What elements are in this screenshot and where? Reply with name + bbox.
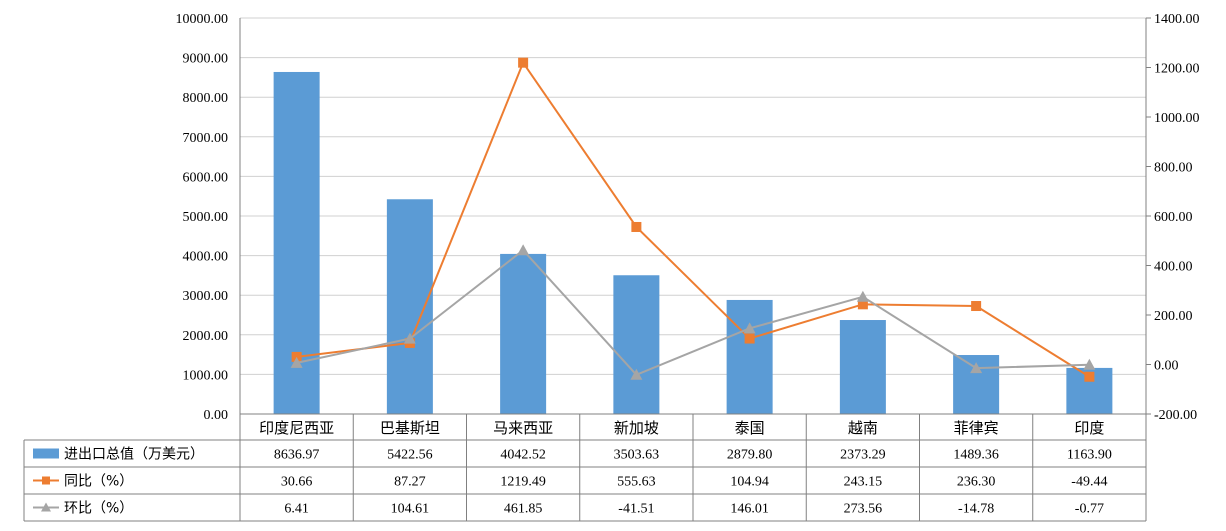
left-tick-label: 4000.00: [183, 250, 229, 265]
right-tick-label: 0.00: [1154, 359, 1179, 374]
gridlines: [240, 17, 1146, 375]
table-cell-value: 1219.49: [500, 475, 546, 490]
bar: [386, 199, 433, 414]
category-label: 菲律宾: [954, 420, 999, 437]
legend-label: 同比（%）: [64, 474, 133, 490]
table-cell-value: -0.77: [1075, 502, 1104, 517]
triangle-point: [743, 322, 756, 334]
bar: [726, 299, 773, 414]
table-cell-value: 87.27: [394, 475, 426, 490]
table-cell-value: 1489.36: [953, 448, 999, 463]
left-tick-label: 1000.00: [183, 368, 229, 383]
square-point: [518, 57, 529, 68]
table-cell-value: 3503.63: [614, 448, 660, 463]
square-point: [631, 221, 642, 232]
legend-label: 环比（%）: [64, 501, 133, 517]
triangle-point: [630, 368, 643, 380]
right-tick-label: -200.00: [1154, 408, 1197, 423]
table-cell-value: 243.15: [844, 475, 883, 490]
left-tick-label: 10000.00: [176, 12, 229, 27]
table-cell-value: 104.94: [730, 475, 769, 490]
right-tick-label: 800.00: [1154, 161, 1193, 176]
left-tick-label: 2000.00: [183, 329, 229, 344]
left-tick-label: 8000.00: [183, 91, 229, 106]
table-cell-value: 104.61: [391, 502, 430, 517]
right-tick-label: 200.00: [1154, 309, 1193, 324]
bar: [613, 275, 660, 414]
table-cell-value: -49.44: [1071, 475, 1107, 490]
table-cell-value: 2373.29: [840, 448, 886, 463]
right-axis-ticks: -200.00 0.00 200.00 400.00 600.00 800.00 1000.…: [1154, 12, 1200, 423]
category-label: 印度尼西亚: [259, 420, 334, 437]
triangle-point: [856, 290, 869, 302]
table-cell-value: 4042.52: [500, 448, 546, 463]
square-point: [1084, 371, 1095, 382]
left-tick-label: 9000.00: [183, 52, 229, 67]
table-cell-value: 461.85: [504, 502, 543, 517]
right-tick-label: 1000.00: [1154, 111, 1200, 126]
table-cell-value: 555.63: [617, 475, 656, 490]
square-point: [857, 299, 868, 310]
triangle-point: [1083, 358, 1096, 370]
category-label: 泰国: [735, 420, 765, 437]
right-tick-label: 600.00: [1154, 210, 1193, 225]
table-cell-value: 1163.90: [1067, 448, 1112, 463]
legend-key-triangle: [41, 502, 51, 512]
category-label: 印度: [1074, 420, 1104, 437]
left-tick-label: 3000.00: [183, 289, 229, 304]
triangle-point: [403, 332, 416, 344]
legend-key-square: [42, 476, 50, 485]
bar: [839, 320, 886, 414]
right-tick-label: 400.00: [1154, 260, 1193, 275]
category-label: 越南: [848, 420, 878, 437]
table-cell-value: 30.66: [281, 475, 313, 490]
legend-label: 进出口总值（万美元）: [64, 447, 204, 463]
square-point: [971, 301, 982, 312]
bar: [500, 253, 547, 414]
table-cell-value: 2879.80: [727, 448, 773, 463]
category-label: 新加坡: [614, 420, 659, 437]
left-tick-label: 6000.00: [183, 170, 229, 185]
triangle-point: [970, 362, 983, 374]
triangle-point: [290, 356, 303, 368]
bar-series: [273, 71, 1113, 415]
category-label: 巴基斯坦: [380, 420, 440, 437]
table-cell-value: 273.56: [844, 502, 883, 517]
table-cell-value: 5422.56: [387, 448, 433, 463]
square-point: [744, 333, 755, 344]
triangle-point: [517, 244, 530, 256]
table-cell-value: 236.30: [957, 475, 996, 490]
legend-key-bar: [33, 448, 59, 459]
category-label: 马来西亚: [493, 420, 553, 437]
left-tick-label: 5000.00: [183, 210, 229, 225]
table-cell-value: -14.78: [958, 502, 994, 517]
right-tick-label: 1200.00: [1154, 62, 1200, 77]
axes: [239, 17, 1151, 415]
left-tick-label: 7000.00: [183, 131, 229, 146]
table-cell-value: 146.01: [730, 502, 769, 517]
series-line: [296, 248, 1090, 376]
square-point: [291, 351, 302, 362]
left-axis-ticks: 0.00 1000.00 2000.00 3000.00 4000.00 5000.00 6…: [176, 12, 229, 423]
table-cell-value: 6.41: [284, 502, 309, 517]
table-cell-value: 8636.97: [274, 448, 320, 463]
series-line: [296, 60, 1090, 378]
line-series: [290, 57, 1096, 382]
right-tick-label: 1400.00: [1154, 12, 1200, 27]
table-cell-value: -41.51: [618, 502, 654, 517]
left-tick-label: 0.00: [204, 408, 229, 423]
